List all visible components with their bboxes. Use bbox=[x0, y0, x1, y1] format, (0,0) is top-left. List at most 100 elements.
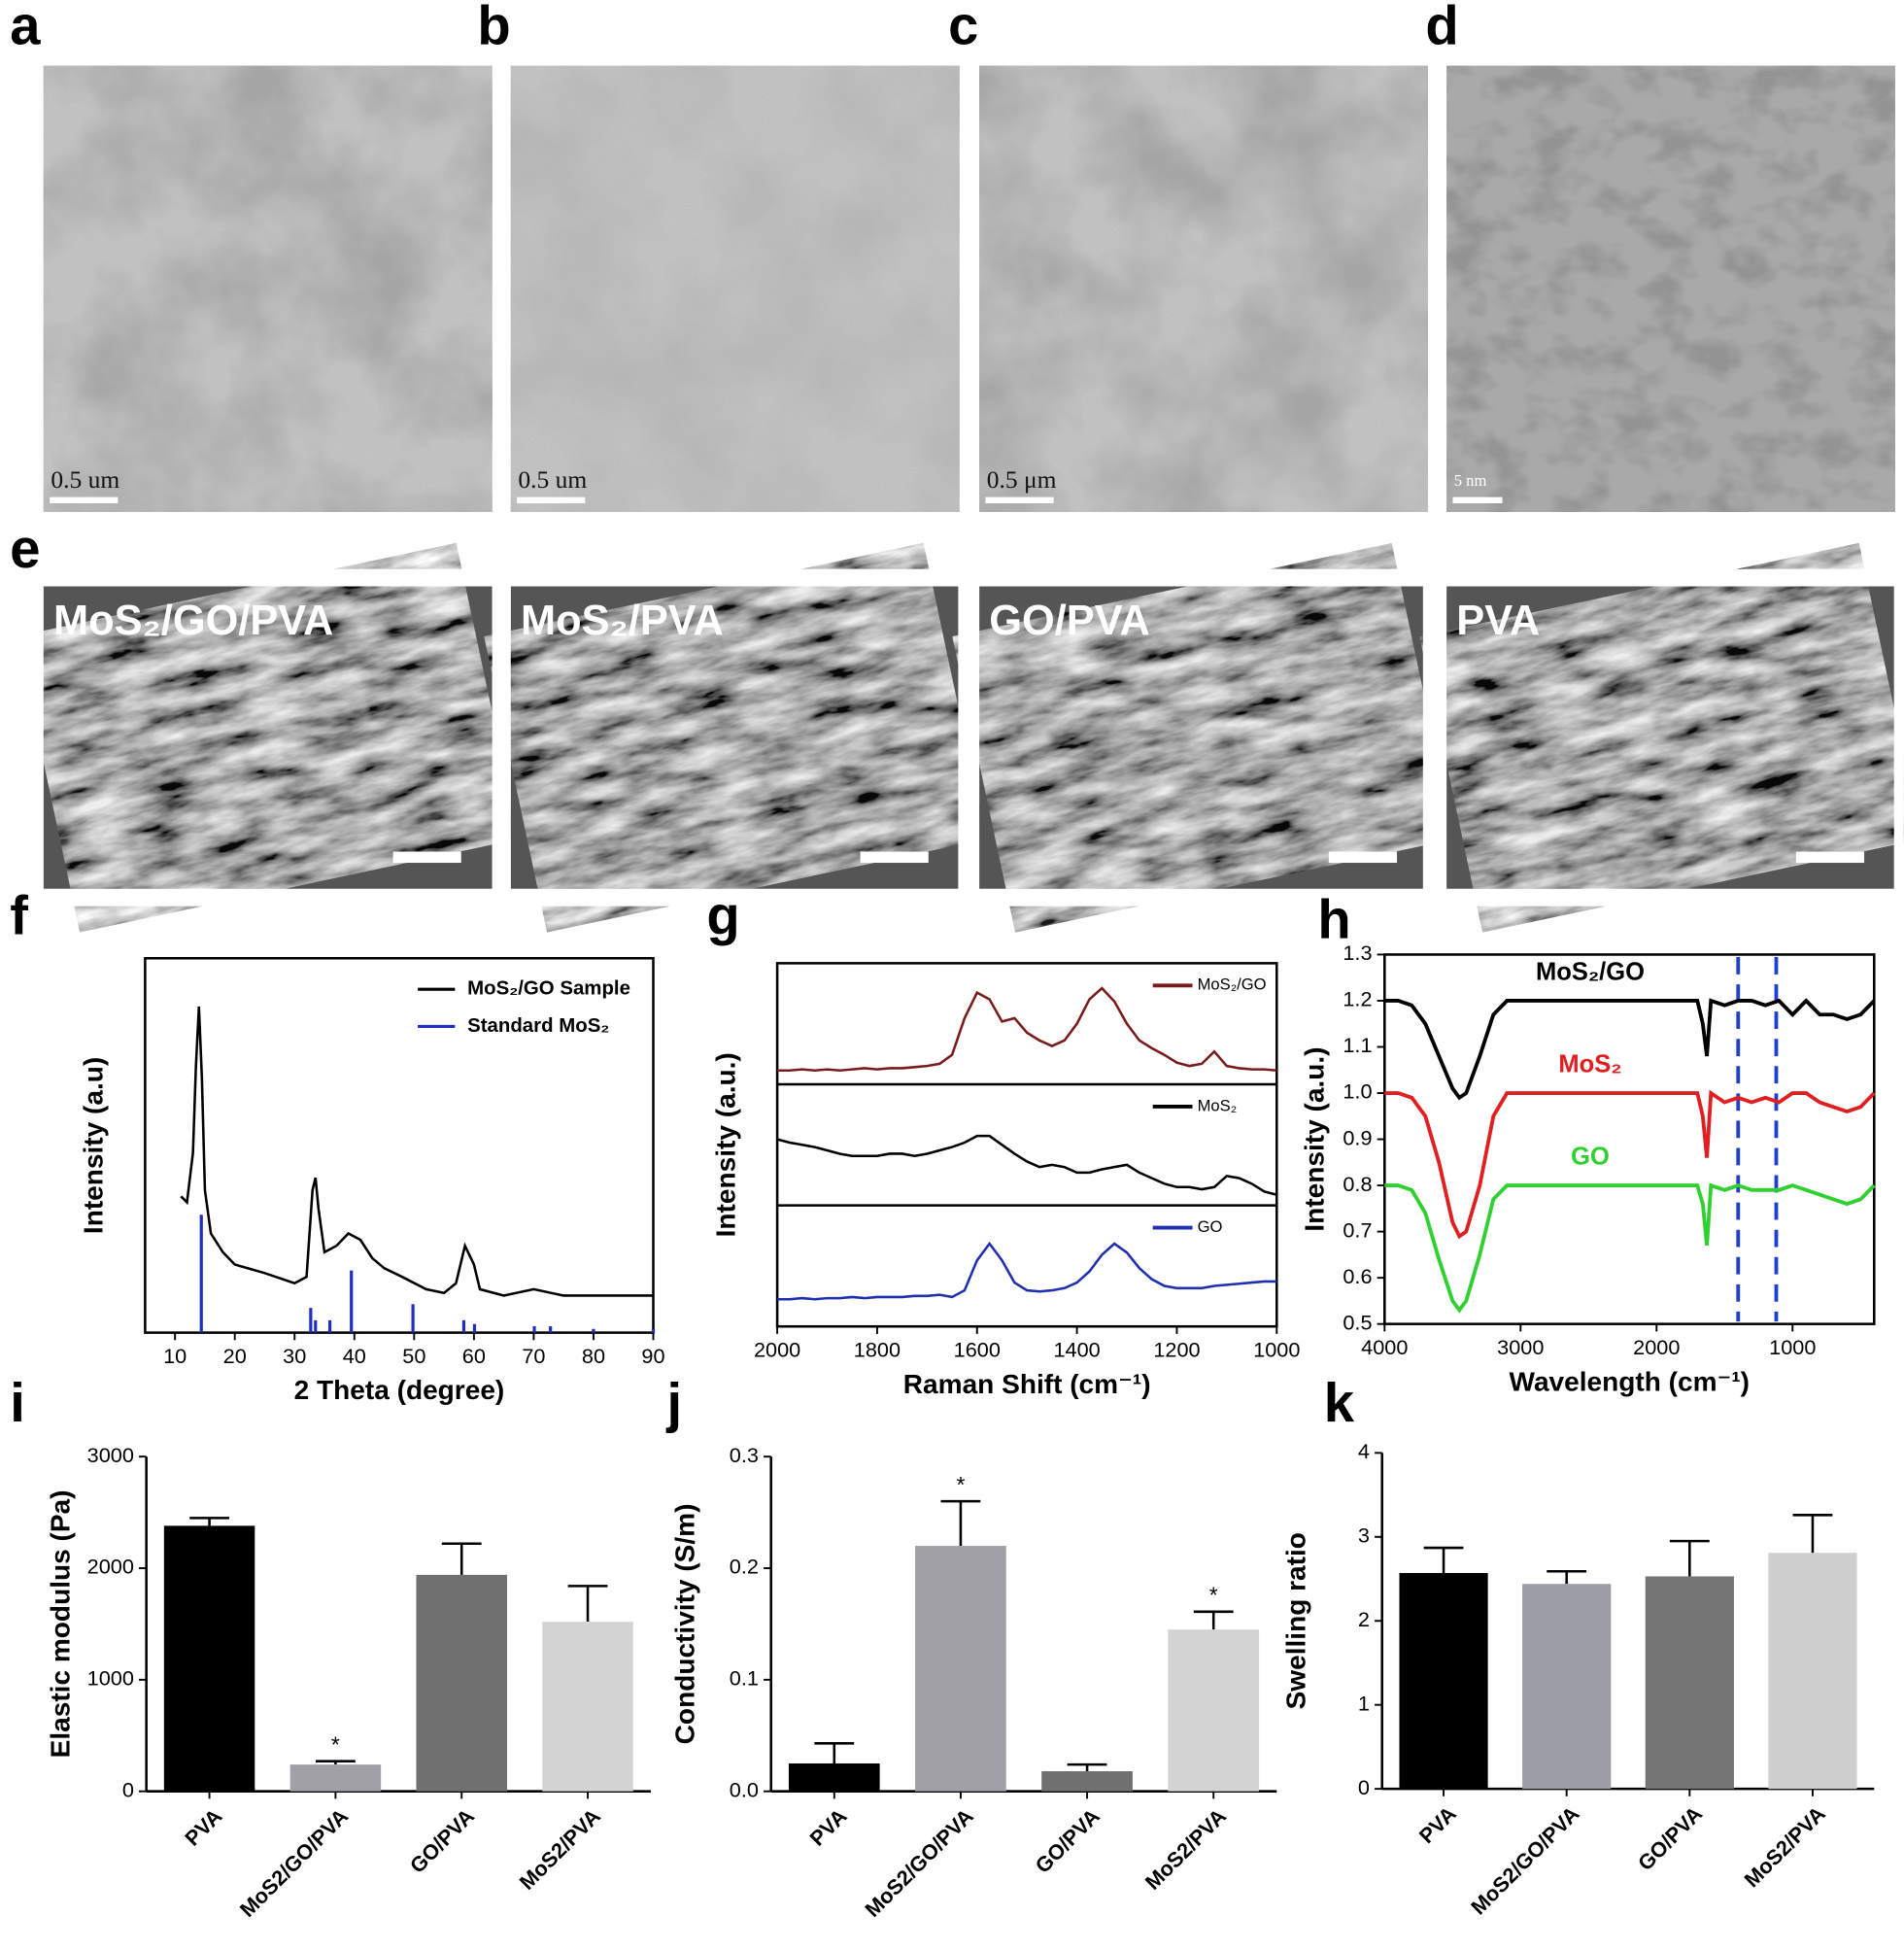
scale-bar bbox=[860, 851, 929, 864]
series-label: MoS₂ bbox=[1558, 1051, 1621, 1078]
plot-frame bbox=[144, 956, 655, 1334]
gutter bbox=[1893, 568, 1904, 907]
x-tick-label: MoS2/GO/PVA bbox=[1466, 1801, 1584, 1920]
bar bbox=[1399, 1572, 1488, 1790]
significance-mark: * bbox=[331, 1731, 340, 1757]
x-tick-label: 40 bbox=[343, 1344, 366, 1368]
y-tick-label: 2000 bbox=[87, 1555, 134, 1579]
scale-bar bbox=[392, 851, 461, 864]
x-tick-label: 2000 bbox=[1633, 1335, 1680, 1359]
x-axis-label: Wavelength (cm⁻¹) bbox=[1510, 1366, 1751, 1396]
x-tick-label: MoS2/GO/PVA bbox=[860, 1803, 978, 1922]
scale-bar bbox=[985, 496, 1054, 504]
bar bbox=[1645, 1576, 1734, 1790]
x-tick-label: 70 bbox=[522, 1344, 545, 1368]
x-tick-label: 10 bbox=[163, 1344, 187, 1368]
significance-mark: * bbox=[956, 1472, 965, 1497]
panel-letter: g bbox=[706, 885, 739, 946]
panel-letter: d bbox=[1425, 0, 1458, 55]
x-tick-label: PVA bbox=[180, 1803, 226, 1850]
sem-texture bbox=[1419, 542, 1904, 933]
scale-bar bbox=[1795, 851, 1865, 864]
micrograph bbox=[43, 65, 493, 512]
y-tick-label: 0.6 bbox=[1343, 1264, 1372, 1288]
bar bbox=[163, 1525, 255, 1792]
bar bbox=[542, 1622, 633, 1792]
legend-label: MoS₂/GO Sample bbox=[467, 978, 630, 1000]
bar bbox=[1768, 1553, 1857, 1790]
bar bbox=[1168, 1629, 1260, 1792]
x-tick-label: 90 bbox=[641, 1344, 664, 1368]
y-axis-label: Intensity (a.u.) bbox=[1300, 1046, 1330, 1231]
spectrum-line bbox=[1384, 998, 1876, 1101]
image-grain bbox=[979, 65, 1428, 512]
series-label: GO bbox=[1571, 1144, 1610, 1171]
x-tick-label: GO/PVA bbox=[1031, 1803, 1105, 1877]
bar bbox=[788, 1762, 880, 1792]
y-tick-label: 0.9 bbox=[1343, 1125, 1372, 1149]
y-tick-label: 0.2 bbox=[730, 1555, 759, 1579]
x-tick-label: PVA bbox=[1414, 1801, 1461, 1848]
gutter bbox=[1422, 568, 1447, 907]
scale-bar bbox=[1452, 496, 1503, 504]
gutter bbox=[492, 568, 511, 907]
gutter bbox=[0, 568, 1904, 587]
y-tick-label: 0.8 bbox=[1343, 1172, 1372, 1196]
x-tick-label: GO/PVA bbox=[1633, 1801, 1707, 1875]
y-tick-label: 1.1 bbox=[1343, 1033, 1372, 1057]
legend-label: Standard MoS₂ bbox=[467, 1015, 609, 1037]
x-axis-label: 2 Theta (degree) bbox=[294, 1375, 505, 1405]
x-tick-label: 1400 bbox=[1053, 1337, 1100, 1361]
panel-letter: f bbox=[10, 885, 28, 946]
scale-label: 5 nm bbox=[1454, 471, 1487, 490]
gutter bbox=[0, 568, 44, 907]
spectrum-line bbox=[180, 1006, 654, 1297]
spectrum-line bbox=[1384, 1182, 1876, 1314]
micrograph bbox=[510, 65, 960, 512]
y-tick-label: 0 bbox=[122, 1777, 134, 1801]
series-label: MoS₂/GO bbox=[1536, 959, 1645, 986]
y-axis-label: Intensity (a.u.) bbox=[710, 1052, 740, 1237]
scale-label: 0.5 um bbox=[51, 465, 119, 494]
sem-label: MoS₂/PVA bbox=[521, 598, 724, 644]
panel-letter: j bbox=[666, 1372, 683, 1433]
y-tick-label: 1 bbox=[1358, 1691, 1370, 1715]
x-tick-label: MoS2/PVA bbox=[515, 1803, 605, 1894]
sem-texture bbox=[17, 542, 519, 933]
panel-letter: e bbox=[10, 518, 40, 579]
x-tick-label: 50 bbox=[402, 1344, 425, 1368]
scale-label: 0.5 μm bbox=[987, 465, 1057, 494]
y-tick-label: 2 bbox=[1358, 1607, 1370, 1631]
panel-letter: k bbox=[1324, 1372, 1355, 1433]
x-tick-label: MoS2/GO/PVA bbox=[235, 1803, 354, 1922]
legend-label: MoS₂/GO bbox=[1198, 975, 1267, 994]
y-tick-label: 0.1 bbox=[730, 1666, 759, 1691]
x-tick-label: GO/PVA bbox=[405, 1803, 479, 1877]
y-axis-label: Conductivity (S/m) bbox=[669, 1504, 699, 1745]
significance-mark: * bbox=[1209, 1583, 1218, 1608]
sem-texture bbox=[952, 542, 1455, 933]
image-grain bbox=[1446, 65, 1895, 512]
x-tick-label: PVA bbox=[805, 1803, 852, 1850]
x-tick-label: 4000 bbox=[1361, 1335, 1408, 1359]
sem-label: GO/PVA bbox=[989, 598, 1149, 644]
x-tick-label: MoS2/PVA bbox=[1140, 1803, 1231, 1894]
bar bbox=[289, 1764, 382, 1792]
gutter bbox=[958, 568, 980, 907]
image-grain bbox=[43, 65, 493, 512]
scale-bar bbox=[50, 496, 119, 504]
scale-bar bbox=[517, 496, 586, 504]
panel-letter: c bbox=[948, 0, 978, 55]
sem-texture bbox=[484, 542, 986, 933]
y-tick-label: 1.0 bbox=[1343, 1079, 1372, 1104]
y-axis-label: Intensity (a.u) bbox=[79, 1057, 109, 1234]
x-tick-label: 1000 bbox=[1253, 1337, 1300, 1361]
y-tick-label: 0.7 bbox=[1343, 1217, 1372, 1242]
bar bbox=[915, 1546, 1006, 1792]
x-tick-label: 20 bbox=[223, 1344, 247, 1368]
x-tick-label: 60 bbox=[462, 1344, 486, 1368]
x-tick-label: 30 bbox=[283, 1344, 306, 1368]
y-tick-label: 0.3 bbox=[730, 1443, 759, 1467]
x-tick-label: 2000 bbox=[754, 1337, 800, 1361]
y-tick-label: 1.3 bbox=[1343, 941, 1372, 965]
